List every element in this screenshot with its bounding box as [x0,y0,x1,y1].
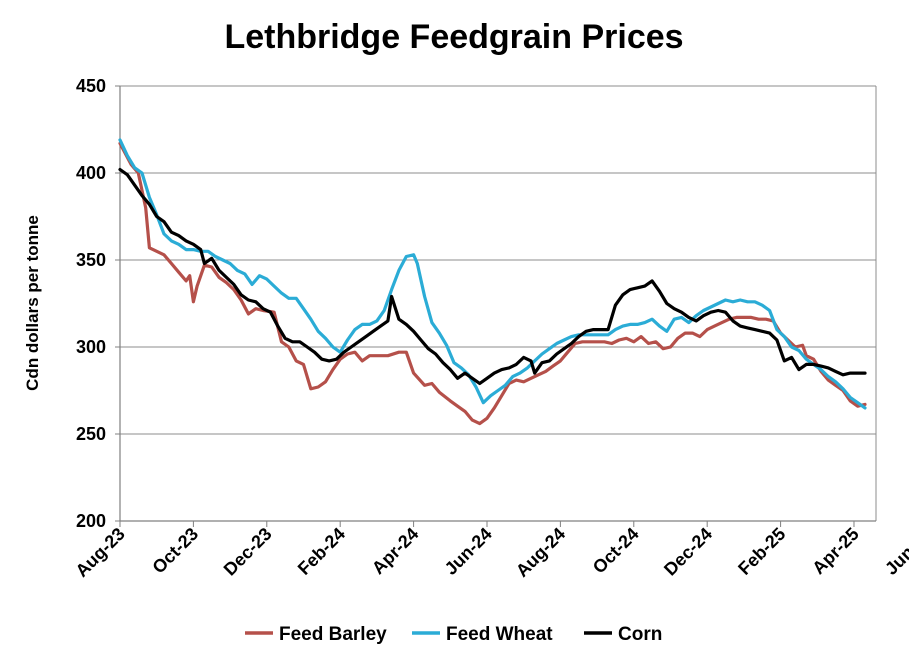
chart-title: Lethbridge Feedgrain Prices [224,18,683,56]
legend: Feed Barley Feed Wheat Corn [245,624,662,645]
y-axis-label: Cdn dollars per tonne [23,215,42,391]
legend-label: Feed Wheat [446,624,553,645]
legend-label: Corn [618,624,662,645]
legend-label: Feed Barley [279,624,387,645]
y-tick-label: 450 [76,76,106,96]
gridlines [120,85,877,521]
x-tick-label: Apr-25 [808,524,862,578]
y-tick-label: 250 [76,424,106,444]
x-tick-label: Feb-25 [734,524,789,579]
x-tick-label: Jun-24 [441,524,496,579]
y-tick-label: 200 [76,511,106,531]
x-tick-label: Oct-24 [589,524,643,578]
x-axis-ticks: Aug-23 Oct-23 Dec-23 Feb-24 Apr-24 Jun-24 Aug-… [72,524,909,581]
y-tick-label: 300 [76,337,106,357]
y-tick-label: 400 [76,163,106,183]
x-tick-label: Apr-24 [368,524,422,578]
x-tick-label: Oct-23 [148,524,202,578]
x-tick-label: Dec-24 [660,524,716,580]
x-tick-label: Aug-23 [72,524,129,581]
y-tick-label: 350 [76,250,106,270]
x-tick-label: Aug-24 [512,524,569,581]
series-line-feed-wheat [118,138,867,410]
x-tick-label: Jun-25 [881,524,909,579]
y-axis-ticks: 200 250 300 350 400 450 [76,76,106,531]
axes [115,85,876,527]
series-line-feed-barley [118,141,867,426]
x-tick-label: Dec-23 [220,524,276,580]
series-lines [118,138,867,426]
series-line-corn [118,167,867,386]
x-tick-label: Feb-24 [294,524,349,579]
